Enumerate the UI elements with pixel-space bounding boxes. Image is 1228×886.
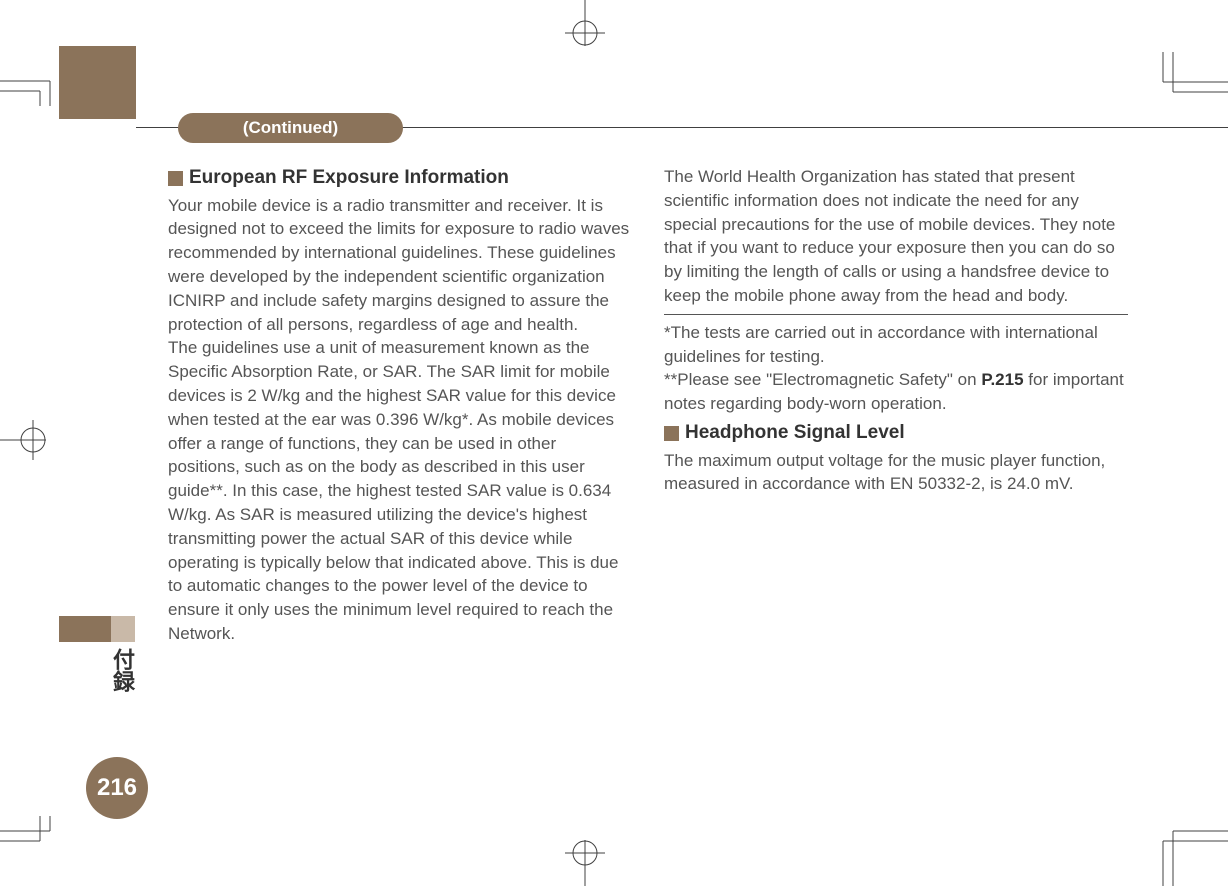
footnote2-pre: **Please see "Electromagnetic Safety" on [664, 370, 981, 389]
headphone-para: The maximum output voltage for the music… [664, 449, 1128, 497]
rf-para-2: The guidelines use a unit of measurement… [168, 336, 632, 645]
continued-pill: (Continued) [178, 113, 403, 143]
rf-heading-text: European RF Exposure Information [189, 165, 509, 192]
square-bullet-icon [664, 426, 679, 441]
side-tab-fade [111, 616, 135, 642]
page-edge-tab [59, 46, 136, 119]
content-area: European RF Exposure Information Your mo… [168, 165, 1128, 646]
page-number-badge: 216 [86, 757, 148, 819]
headphone-heading: Headphone Signal Level [664, 420, 1128, 447]
crop-corner-bottom-left [0, 816, 70, 886]
rf-footnote-2: **Please see "Electromagnetic Safety" on… [664, 368, 1128, 416]
footnote2-page-ref: P.215 [981, 370, 1023, 389]
crop-mark-left [0, 410, 60, 470]
column-left: European RF Exposure Information Your mo… [168, 165, 632, 646]
crop-corner-top-right [1148, 52, 1228, 132]
crop-mark-top [555, 0, 615, 50]
column-right: The World Health Organization has stated… [664, 165, 1128, 646]
crop-mark-bottom [555, 836, 615, 886]
rf-para-1: Your mobile device is a radio transmitte… [168, 194, 632, 337]
vertical-section-label: 付録 [106, 648, 138, 692]
crop-corner-bottom-right [1148, 816, 1228, 886]
square-bullet-icon [168, 171, 183, 186]
rf-heading: European RF Exposure Information [168, 165, 632, 192]
side-tab [59, 616, 111, 642]
rf-para-3: The World Health Organization has stated… [664, 165, 1128, 308]
footnote-divider [664, 314, 1128, 315]
headphone-heading-text: Headphone Signal Level [685, 420, 905, 447]
rf-footnote-1: *The tests are carried out in accordance… [664, 321, 1128, 369]
